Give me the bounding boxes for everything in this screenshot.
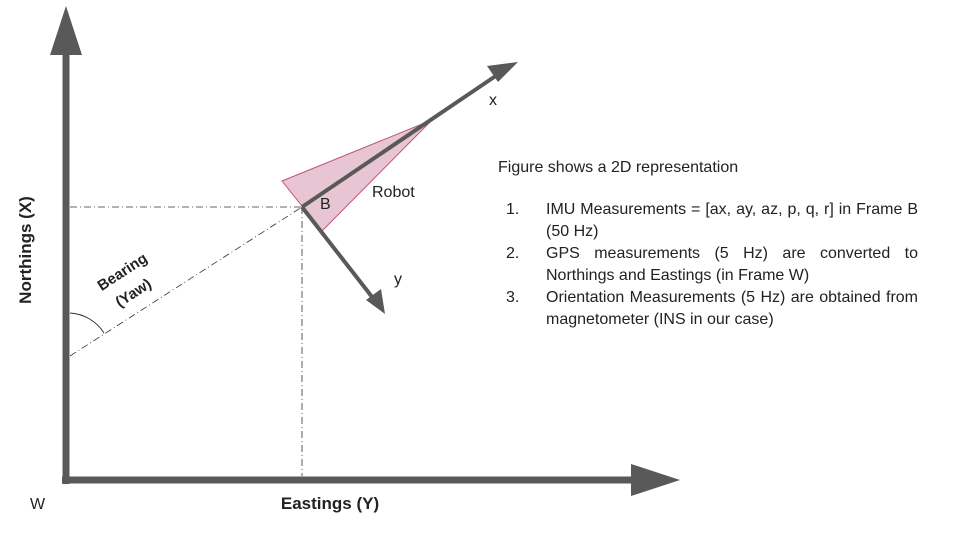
eastings-arrowhead	[631, 464, 680, 496]
robot-x-axis-label: x	[489, 92, 497, 109]
robot-x-axis	[300, 69, 505, 209]
description-intro: Figure shows a 2D representation	[498, 159, 739, 176]
eastings-axis-label: Eastings (Y)	[281, 494, 379, 513]
description-item-text: IMU Measurements = [ax, ay, az, p, q, r]…	[546, 201, 918, 240]
bearing-arc	[69, 312, 105, 334]
robot-label: Robot	[372, 184, 415, 201]
description-item-number: 2.	[506, 245, 520, 262]
robot-y-axis	[300, 205, 378, 304]
frame-b-label: B	[320, 196, 331, 213]
description-item: 2. GPS measurements (5 Hz) are converted…	[498, 243, 918, 287]
robot-y-axis-label: y	[394, 271, 402, 288]
description-item-text: Orientation Measurements (5 Hz) are obta…	[546, 289, 918, 328]
robot-x-arrowhead	[487, 62, 518, 82]
robot-y-arrowhead	[366, 289, 385, 314]
bearing-line	[69, 206, 303, 357]
description-item-number: 1.	[506, 201, 520, 218]
origin-label: W	[30, 496, 46, 513]
description-item: 3. Orientation Measurements (5 Hz) are o…	[498, 287, 918, 331]
northings-arrowhead	[50, 6, 82, 55]
description-panel: Figure shows a 2D representation 1. IMU …	[498, 157, 918, 331]
description-item-text: GPS measurements (5 Hz) are converted to…	[546, 245, 918, 284]
description-list: 1. IMU Measurements = [ax, ay, az, p, q,…	[498, 199, 918, 331]
northings-axis-label: Northings (X)	[16, 196, 35, 304]
description-item-number: 3.	[506, 289, 520, 306]
description-item: 1. IMU Measurements = [ax, ay, az, p, q,…	[498, 199, 918, 243]
